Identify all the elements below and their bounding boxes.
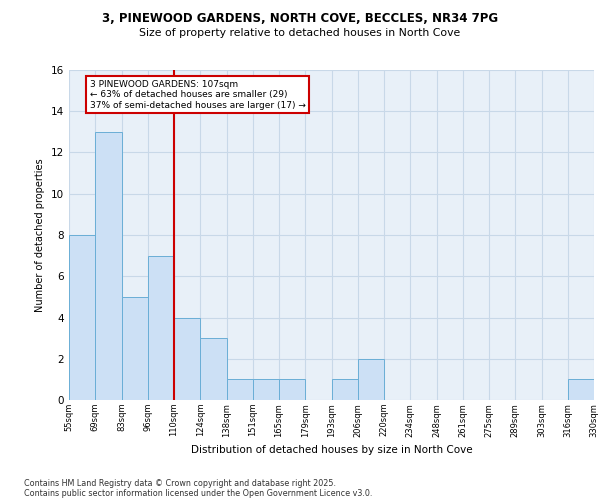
Bar: [95, 132, 121, 400]
Bar: [227, 380, 253, 400]
Text: Contains HM Land Registry data © Crown copyright and database right 2025.: Contains HM Land Registry data © Crown c…: [24, 478, 336, 488]
Bar: [121, 297, 148, 400]
Text: Contains public sector information licensed under the Open Government Licence v3: Contains public sector information licen…: [24, 488, 373, 498]
Text: 3, PINEWOOD GARDENS, NORTH COVE, BECCLES, NR34 7PG: 3, PINEWOOD GARDENS, NORTH COVE, BECCLES…: [102, 12, 498, 26]
Bar: [148, 256, 174, 400]
Bar: [253, 380, 279, 400]
Y-axis label: Number of detached properties: Number of detached properties: [35, 158, 46, 312]
Bar: [568, 380, 594, 400]
Bar: [174, 318, 200, 400]
Bar: [200, 338, 227, 400]
Bar: [279, 380, 305, 400]
X-axis label: Distribution of detached houses by size in North Cove: Distribution of detached houses by size …: [191, 445, 472, 455]
Bar: [331, 380, 358, 400]
Text: Size of property relative to detached houses in North Cove: Size of property relative to detached ho…: [139, 28, 461, 38]
Text: 3 PINEWOOD GARDENS: 107sqm
← 63% of detached houses are smaller (29)
37% of semi: 3 PINEWOOD GARDENS: 107sqm ← 63% of deta…: [90, 80, 306, 110]
Bar: [69, 235, 95, 400]
Bar: [358, 359, 384, 400]
